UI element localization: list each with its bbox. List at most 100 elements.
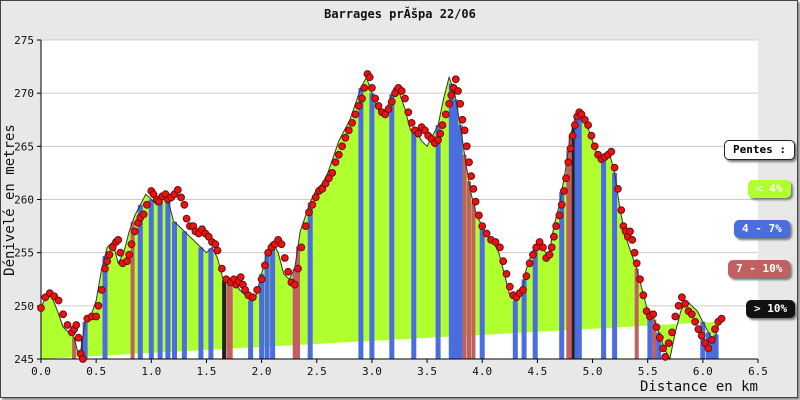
x-tick-label: 5.5 [638,365,658,378]
slope-band-red [226,284,231,359]
profile-point [368,84,376,92]
profile-point [438,121,447,129]
profile-point [465,158,473,167]
profile-point [311,193,320,202]
profile-point [550,232,558,241]
profile-point [552,222,560,231]
profile-point [74,333,83,342]
profile-point [97,286,106,294]
profile-point [441,110,450,119]
profile-point [668,328,676,337]
y-tick-label: 250 [14,300,34,313]
slope-band-blue [137,204,143,359]
profile-point [114,236,123,244]
profile-point [460,126,469,135]
profile-point [711,325,719,334]
profile-point [547,243,556,252]
profile-point [338,142,347,151]
profile-point [614,185,622,193]
profile-point [478,222,487,231]
slope-band-red [566,150,571,359]
slope-band-blue [358,87,364,360]
profile-point [636,275,644,284]
profile-point [301,222,310,231]
x-tick-label: 6.5 [748,365,768,378]
slope-band-blue [165,199,171,359]
y-tick-label: 245 [14,353,34,366]
profile-point [139,210,148,219]
profile-point [37,304,45,312]
x-tick-label: 3.5 [417,365,437,378]
profile-point [72,321,81,329]
profile-point [458,115,467,124]
profile-point [182,214,191,223]
profile-point [54,296,63,305]
slope-band-blue [148,199,154,359]
profile-point [590,142,599,151]
profile-point [502,270,511,278]
profile-point [610,163,619,172]
profile-point [562,174,570,183]
slope-band-blue [612,172,618,359]
profile-point [529,250,537,259]
profile-point [308,200,317,209]
profile-point [351,110,360,119]
x-tick-label: 2.5 [307,365,327,378]
profile-point [628,236,637,244]
profile-point [414,129,423,138]
slope-band-red [296,246,300,359]
slope-band-red [568,135,573,359]
profile-point [639,291,648,300]
profile-point [284,267,293,276]
profile-point [384,105,393,113]
profile-point [143,200,151,209]
profile-point [482,229,491,238]
slope-band-blue [512,300,518,359]
slope-band-blue [713,334,719,359]
profile-point [79,355,87,363]
x-tick-label: 1.0 [141,365,161,378]
x-tick-label: 1.5 [197,365,217,378]
profile-point [180,200,189,209]
slope-band-blue [601,157,607,359]
profile-point [584,121,592,129]
y-tick-label: 260 [14,194,34,207]
slope-band-red [652,319,657,359]
slope-band-blue [656,332,662,359]
profile-point [397,87,406,95]
profile-point [630,248,639,257]
slope-band-blue [248,300,254,359]
slope-band-blue [576,114,582,360]
profile-point [331,158,340,167]
profile-point [560,187,568,195]
profile-point [649,310,658,319]
x-axis-label: Distance en km [640,379,758,395]
profile-point [659,344,667,353]
slope-band-blue [181,231,187,359]
profile-point [130,227,139,236]
legend-item-green: < 4% [748,180,791,198]
slope-band-blue [264,252,270,359]
profile-point [218,264,226,273]
profile-point [475,211,483,220]
profile-point [374,102,383,110]
slope-band-blue [270,242,276,359]
profile-point [436,129,445,138]
profile-point [116,248,125,257]
profile-point [297,243,306,252]
slope-band-blue [647,313,653,359]
profile-point [539,243,547,252]
slope-band-blue [479,226,485,359]
slope-band-red [228,282,233,359]
slope-band-blue [457,125,463,359]
profile-point [101,264,109,273]
x-tick-label: 0.0 [31,365,51,378]
profile-point [632,259,641,268]
slope-band-black [222,280,227,359]
profile-point [253,286,262,294]
slope-band-blue [157,198,163,359]
profile-point [467,172,476,181]
profile-point [454,87,462,95]
profile-point [277,240,286,249]
profile-point [387,97,396,106]
